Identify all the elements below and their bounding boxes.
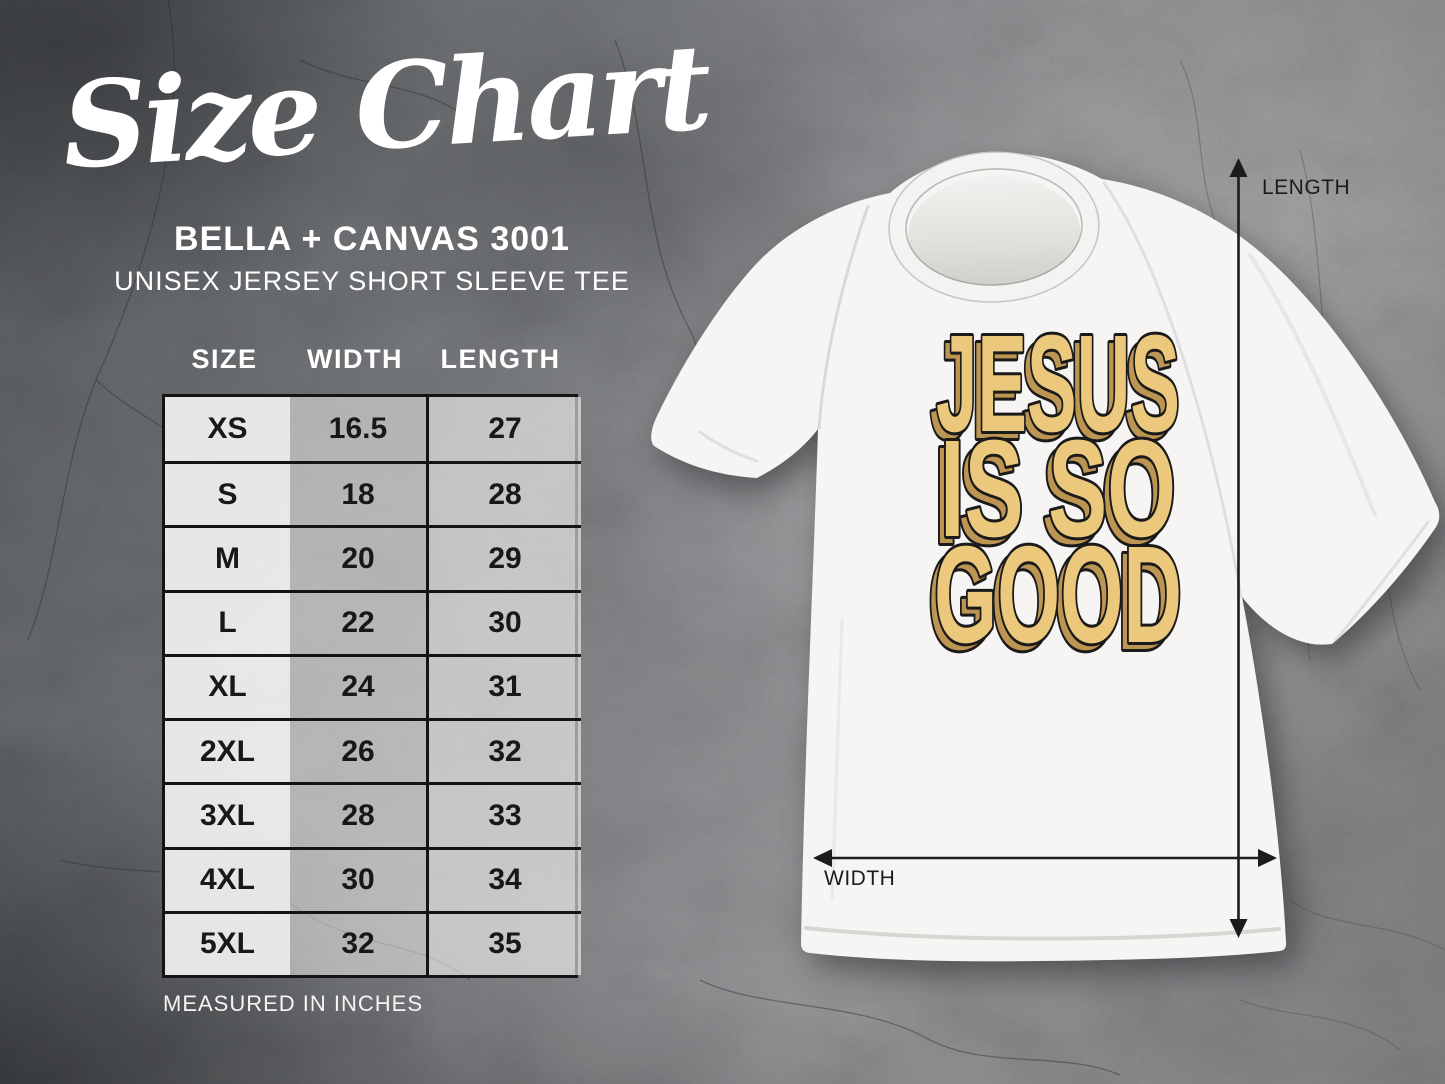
size-cell: XL (165, 653, 290, 719)
width-cell: 24 (290, 653, 426, 719)
measurement-arrows (813, 158, 1277, 938)
tshirt: JESUS IS SO GOOD JESUS IS SO GOOD (651, 151, 1440, 962)
width-label: WIDTH (824, 867, 895, 890)
tshirt-mockup: JESUS IS SO GOOD JESUS IS SO GOOD (651, 151, 1440, 962)
print-shadow: JESUS IS SO GOOD (925, 311, 1179, 682)
length-cell: 30 (426, 589, 581, 654)
column-header-width: WIDTH (307, 344, 403, 374)
units-note: MEASURED IN INCHES (163, 991, 424, 1016)
tshirt-body (651, 152, 1440, 962)
svg-text:JESUS: JESUS (930, 314, 1174, 468)
length-cell: 32 (426, 718, 581, 783)
size-cell: S (165, 461, 290, 526)
product-name: UNISEX JERSEY SHORT SLEEVE TEE (114, 266, 630, 296)
width-cell: 18 (290, 461, 426, 526)
size-cell: 5XL (165, 910, 290, 975)
length-cell: 34 (426, 846, 581, 911)
subtitle-block: BELLA + CANVAS 3001 UNISEX JERSEY SHORT … (92, 220, 652, 297)
print-line-2: IS SO (940, 412, 1176, 566)
size-cell: XS (165, 397, 290, 462)
size-cell: 4XL (165, 846, 290, 911)
brand-name: BELLA + CANVAS 3001 (174, 220, 570, 258)
measurement-labels: LENGTH WIDTH (824, 176, 1350, 890)
length-cell: 28 (426, 461, 581, 526)
width-arrow (813, 849, 1277, 867)
length-cell: 27 (426, 397, 581, 462)
width-cell: 32 (290, 910, 426, 975)
size-cell: M (165, 525, 290, 590)
length-cell: 31 (426, 653, 581, 719)
width-cell: 20 (290, 525, 426, 590)
length-label: LENGTH (1262, 176, 1350, 199)
svg-text:GOOD: GOOD (928, 525, 1176, 679)
column-header-length: LENGTH (440, 344, 561, 374)
length-cell: 33 (426, 782, 581, 847)
width-cell: 28 (290, 782, 426, 847)
collar (888, 151, 1100, 303)
size-cell: 2XL (165, 718, 290, 783)
length-cell: 35 (426, 910, 581, 975)
size-table-header: SIZE WIDTH LENGTH (162, 344, 578, 375)
print-line-1: JESUS (936, 307, 1180, 461)
print-line-3: GOOD (934, 518, 1182, 672)
width-cell: 30 (290, 846, 426, 911)
width-cell: 26 (290, 718, 426, 783)
tshirt-print: JESUS IS SO GOOD JESUS IS SO GOOD (925, 304, 1185, 682)
size-cell: L (165, 589, 290, 654)
length-arrow (1229, 158, 1248, 938)
width-cell: 22 (290, 589, 426, 654)
column-header-size: SIZE (191, 344, 258, 374)
size-table: XS 16.5 27 S 18 28 M 20 29 L 22 30 XL 24… (162, 394, 581, 978)
width-cell: 16.5 (290, 397, 426, 462)
svg-text:IS SO: IS SO (934, 419, 1170, 573)
length-cell: 29 (426, 525, 581, 590)
print-face: JESUS IS SO GOOD (931, 304, 1185, 675)
size-cell: 3XL (165, 782, 290, 847)
